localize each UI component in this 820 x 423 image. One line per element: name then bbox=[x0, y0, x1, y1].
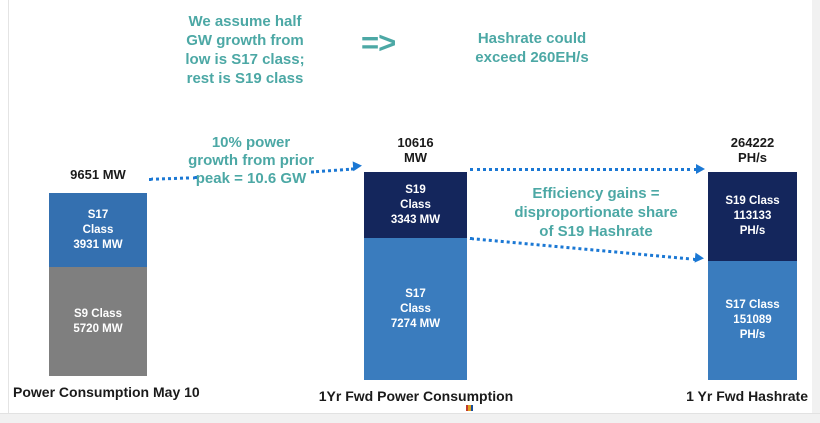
bar2-axis-label: 1Yr Fwd Power Consumption bbox=[318, 388, 514, 404]
bar1-total-label: 9651 MW bbox=[70, 167, 126, 182]
bar1-segment-s17: S17 Class 3931 MW bbox=[49, 193, 147, 267]
implies-arrow-symbol: => bbox=[361, 25, 396, 60]
hashrate-arrow-bottom-head bbox=[694, 252, 705, 264]
growth-arrow-head bbox=[352, 160, 363, 172]
assumption-note: We assume half GW growth from low is S17… bbox=[185, 13, 305, 87]
efficiency-note: Efficiency gains = disproportionate shar… bbox=[514, 185, 678, 240]
page-right-margin bbox=[812, 0, 820, 422]
hashrate-conclusion-note: Hashrate could exceed 260EH/s bbox=[475, 30, 589, 66]
bar1-segment-s9: S9 Class 5720 MW bbox=[49, 267, 147, 376]
bar2-total-label: 10616 MW bbox=[397, 135, 434, 165]
page-bottom-margin bbox=[0, 413, 820, 423]
bar1-axis-label: Power Consumption May 10 bbox=[13, 384, 200, 400]
bar3-segment-s19: S19 Class 113133 PH/s bbox=[708, 172, 797, 261]
logo-mark bbox=[466, 405, 473, 411]
bar3-axis-label: 1 Yr Fwd Hashrate bbox=[686, 388, 808, 404]
bar2-segment-s17: S17 Class 7274 MW bbox=[364, 238, 467, 380]
hashrate-arrow-top bbox=[470, 168, 697, 171]
bar3-segment-s17: S17 Class 151089 PH/s bbox=[708, 261, 797, 380]
page-left-border bbox=[8, 0, 9, 413]
bar2-segment-s19: S19 Class 3343 MW bbox=[364, 172, 467, 238]
hashrate-arrow-top-head bbox=[696, 164, 705, 174]
power-growth-note: 10% power growth from prior peak = 10.6 … bbox=[188, 134, 314, 187]
bar3-total-label: 264222 PH/s bbox=[730, 135, 775, 165]
